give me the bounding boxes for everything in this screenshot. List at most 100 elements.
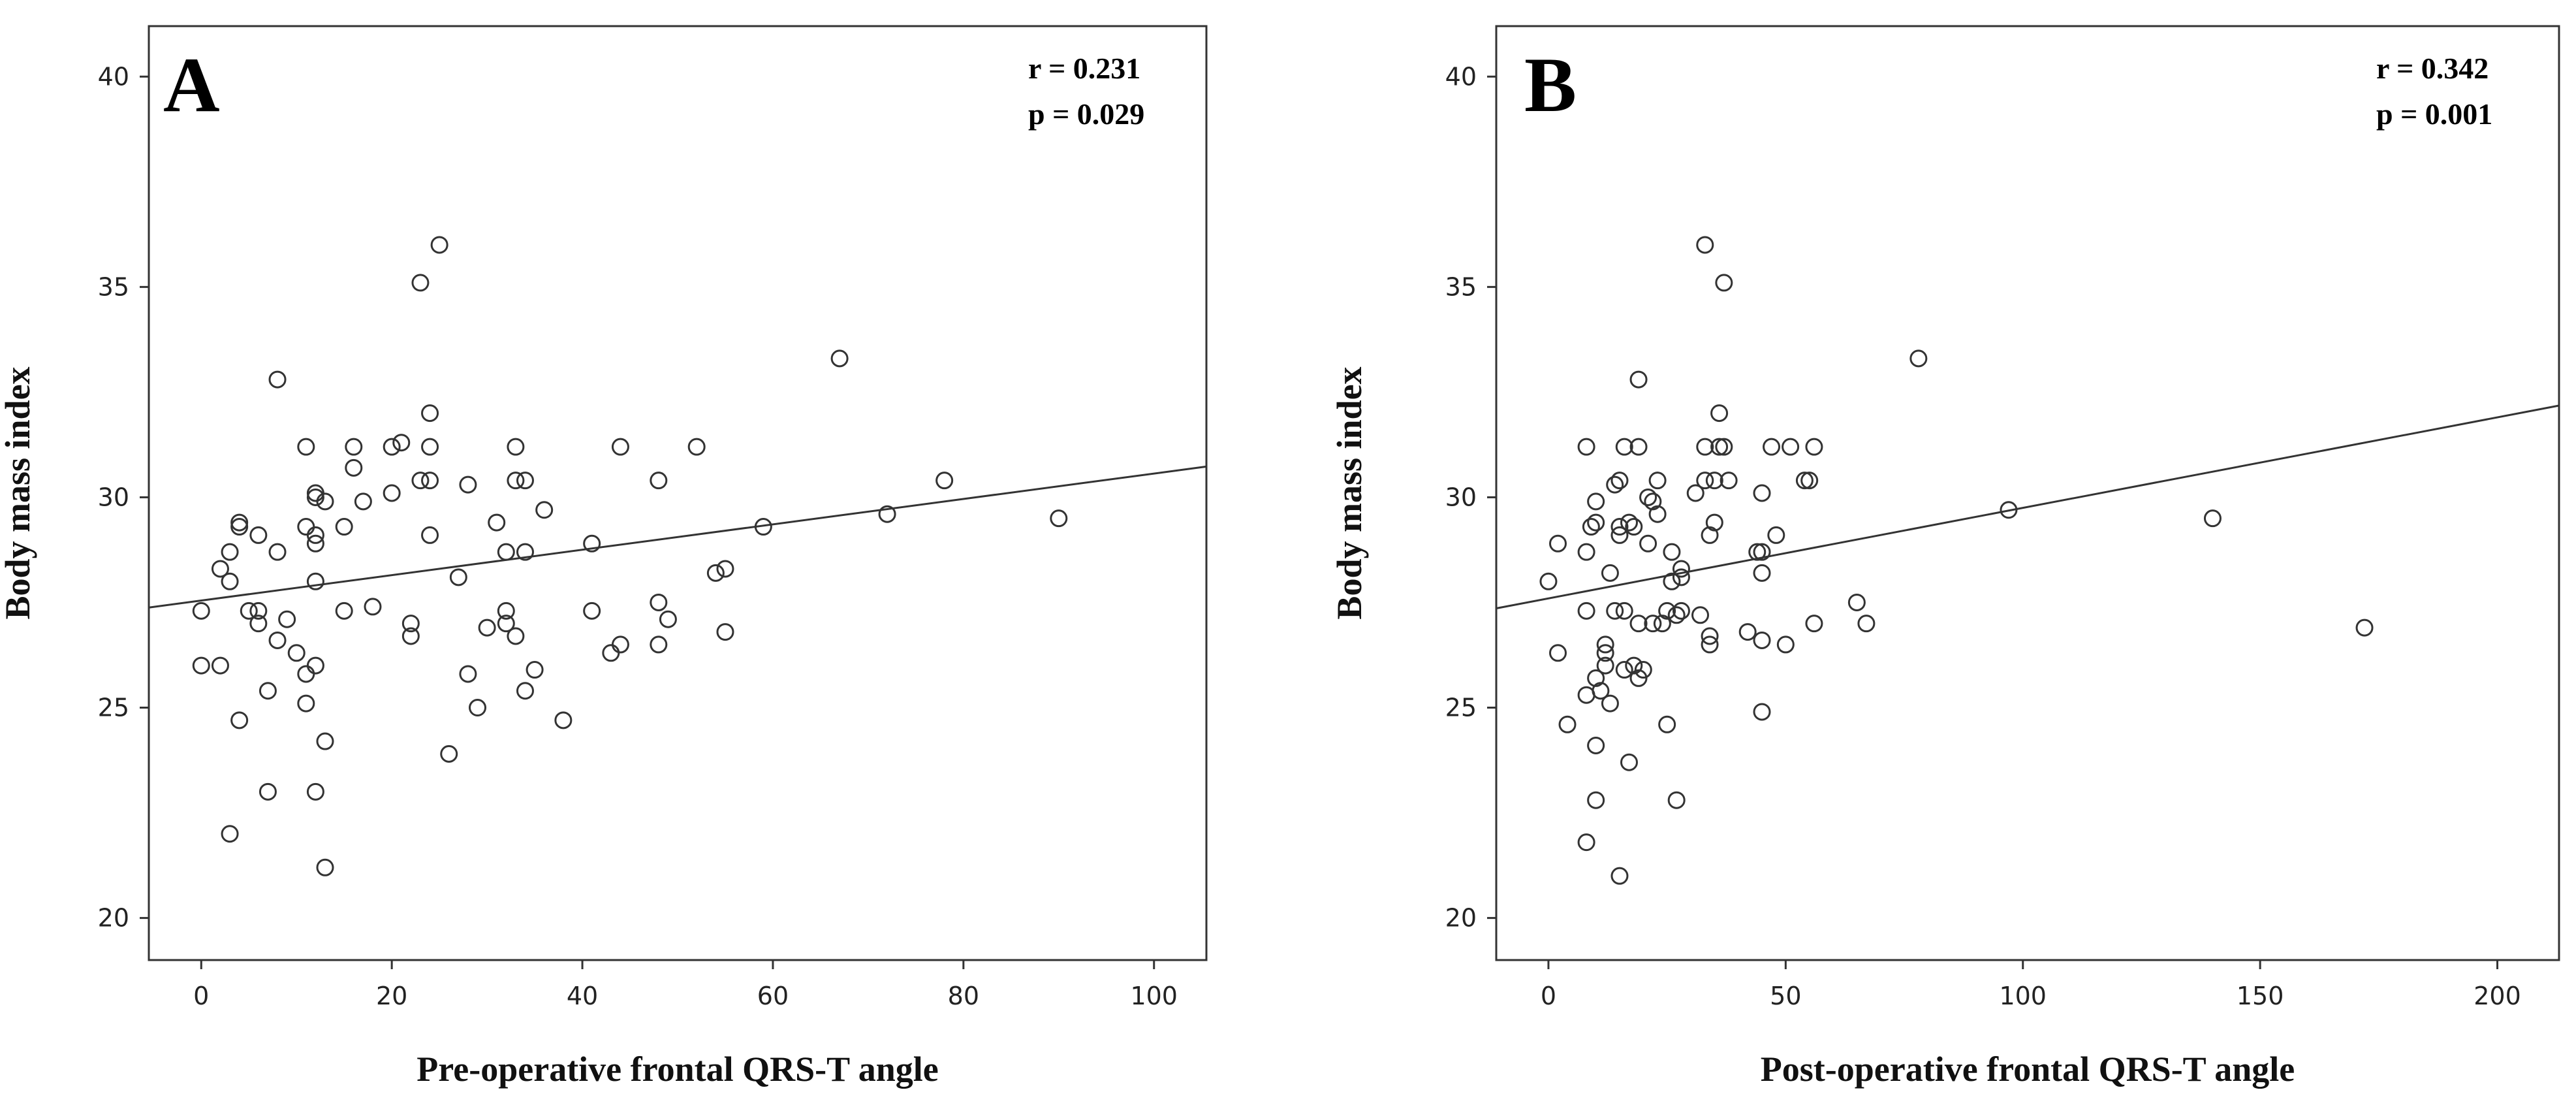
data-point xyxy=(335,602,353,620)
data-point xyxy=(421,526,439,544)
data-point xyxy=(1629,669,1648,687)
data-point xyxy=(306,572,324,590)
data-point xyxy=(268,631,287,649)
correlation-r: r = 0.231 xyxy=(1028,52,1140,85)
data-point xyxy=(249,526,268,544)
data-point xyxy=(526,661,544,679)
data-point xyxy=(497,602,515,620)
data-point xyxy=(1658,715,1676,733)
y-tick-label: 30 xyxy=(98,483,129,511)
data-point xyxy=(1672,560,1690,578)
data-point xyxy=(650,593,668,611)
data-point xyxy=(249,602,268,620)
data-point xyxy=(306,488,324,506)
data-point xyxy=(1610,518,1629,536)
data-point xyxy=(1653,615,1671,633)
data-point xyxy=(1610,867,1629,885)
data-point xyxy=(535,501,554,519)
data-point xyxy=(1701,526,1719,544)
data-point xyxy=(659,610,677,628)
y-tick-label: 40 xyxy=(98,62,129,91)
data-point xyxy=(221,543,239,561)
data-point xyxy=(316,858,334,876)
data-point xyxy=(1620,513,1638,532)
data-point xyxy=(1629,615,1648,633)
data-point xyxy=(1648,472,1667,490)
x-tick-label: 50 xyxy=(1770,982,1801,1010)
p-value: p = 0.029 xyxy=(1028,97,1144,131)
data-point xyxy=(401,615,420,633)
data-point xyxy=(507,627,525,645)
data-point xyxy=(935,472,954,490)
data-point xyxy=(192,602,210,620)
data-point xyxy=(1658,602,1676,620)
x-tick-label: 100 xyxy=(1130,982,1178,1010)
x-tick-label: 150 xyxy=(2237,982,2284,1010)
data-point xyxy=(221,572,239,590)
data-point xyxy=(516,682,534,700)
data-point xyxy=(1606,602,1624,620)
data-point xyxy=(1587,791,1605,809)
x-tick-label: 80 xyxy=(948,982,979,1010)
data-point xyxy=(1795,472,1814,490)
data-point xyxy=(1648,505,1667,523)
data-point xyxy=(411,472,430,490)
data-point xyxy=(383,438,401,456)
data-point xyxy=(459,475,477,494)
data-point xyxy=(1720,472,1738,490)
data-point xyxy=(1587,669,1605,687)
data-point xyxy=(421,438,439,456)
data-point xyxy=(497,615,515,633)
data-point xyxy=(1615,602,1633,620)
data-point xyxy=(430,236,448,254)
data-point xyxy=(268,370,287,389)
data-point xyxy=(583,534,601,553)
y-tick-label: 25 xyxy=(1445,694,1477,722)
data-point xyxy=(1596,656,1614,675)
plot-frame xyxy=(148,25,1208,961)
data-point xyxy=(316,492,334,511)
data-point xyxy=(1601,564,1619,582)
data-point xyxy=(1610,526,1629,544)
plot-frame xyxy=(1495,25,2560,961)
data-point xyxy=(1667,606,1686,624)
data-point xyxy=(306,526,324,544)
data-point xyxy=(716,623,734,641)
data-point xyxy=(1634,661,1652,679)
data-point xyxy=(335,518,353,536)
data-point xyxy=(1909,349,1928,368)
data-point xyxy=(1610,472,1629,490)
data-point xyxy=(1596,644,1614,662)
x-tick-label: 60 xyxy=(757,982,789,1010)
data-point xyxy=(1705,513,1723,532)
data-point xyxy=(230,711,249,730)
data-point xyxy=(754,518,772,536)
data-point xyxy=(1050,509,1068,528)
data-point xyxy=(1548,644,1567,662)
data-point xyxy=(1696,236,1714,254)
y-tick-label: 30 xyxy=(1445,483,1477,511)
data-point xyxy=(1639,488,1657,506)
x-axis-title: Post-operative frontal QRS-T angle xyxy=(1761,1050,2295,1089)
data-point xyxy=(1577,543,1595,561)
data-point xyxy=(1748,543,1767,561)
data-point xyxy=(1663,572,1681,590)
data-point xyxy=(650,635,668,654)
y-axis-title: Body mass index xyxy=(0,366,37,619)
data-point xyxy=(259,682,277,700)
data-point xyxy=(1696,438,1714,456)
data-point xyxy=(1701,635,1719,654)
data-point xyxy=(1696,472,1714,490)
data-point xyxy=(1672,568,1690,586)
data-point xyxy=(449,568,467,586)
data-point xyxy=(287,644,306,662)
data-point xyxy=(1577,602,1595,620)
data-point xyxy=(392,434,411,452)
x-tick-label: 40 xyxy=(567,982,598,1010)
data-point xyxy=(1686,484,1704,502)
data-point xyxy=(297,694,315,713)
data-point xyxy=(230,513,249,532)
data-point xyxy=(1615,438,1633,456)
data-point xyxy=(1847,593,1866,611)
